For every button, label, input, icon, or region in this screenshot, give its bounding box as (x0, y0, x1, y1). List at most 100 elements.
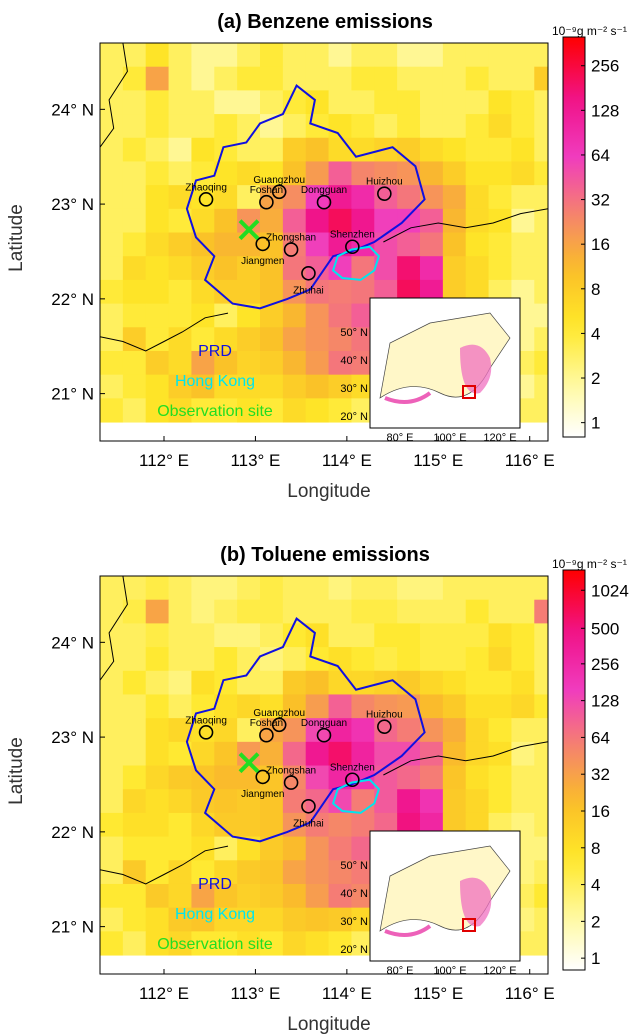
heatmap-cell (351, 860, 375, 885)
heatmap-cell (442, 694, 467, 719)
heatmap-cell (351, 327, 375, 352)
heatmap-cell (282, 137, 307, 162)
heatmap-cell (100, 907, 124, 932)
heatmap-cell (282, 303, 307, 328)
heatmap-cell (351, 836, 375, 861)
heatmap-cell (420, 185, 444, 210)
y-axis-label: Latitude (6, 204, 27, 272)
heatmap-cell (214, 350, 238, 376)
colorbar-tick-label: 1024 (591, 581, 629, 600)
x-tick-label: 115° E (413, 451, 463, 470)
city-label: Zhongshan (266, 766, 316, 777)
legend-entry: PRD (198, 343, 232, 360)
heatmap-cell (351, 931, 375, 956)
colorbar (562, 36, 586, 438)
heatmap-cell (168, 931, 192, 956)
heatmap-cell (282, 670, 307, 695)
heatmap-cell (168, 576, 192, 601)
heatmap-cell (145, 185, 170, 210)
heatmap-cell (214, 90, 238, 115)
inset-ytick: 20° N (340, 411, 368, 423)
heatmap-cell (100, 208, 124, 234)
heatmap-cell (511, 161, 535, 186)
heatmap-cell (191, 860, 215, 885)
city-marker (316, 727, 332, 743)
heatmap-cell (122, 670, 147, 695)
x-tick-label: 116° E (505, 984, 555, 1003)
heatmap-cell (397, 718, 421, 743)
heatmap-cell (282, 647, 307, 672)
city-label: Dongguan (301, 185, 347, 196)
heatmap-cell (168, 137, 192, 162)
heatmap-cell (351, 43, 375, 68)
heatmap-cell (122, 860, 147, 885)
heatmap-cell (420, 114, 444, 139)
heatmap-cell (534, 208, 548, 234)
heatmap-cell (465, 694, 490, 719)
heatmap-cell (260, 694, 284, 719)
heatmap-cell (191, 208, 215, 234)
city-marker (377, 719, 392, 734)
heatmap-cell (465, 623, 490, 648)
heatmap-cell (282, 256, 307, 281)
heatmap-cell (214, 623, 238, 648)
inset-hotspot (460, 344, 492, 394)
heatmap-cell (214, 161, 238, 186)
heatmap-cell (260, 256, 284, 281)
heatmap-cell (442, 741, 467, 767)
heatmap-cell (305, 789, 330, 814)
heatmap-cell (237, 66, 261, 91)
heatmap-cell (100, 718, 124, 743)
heatmap-cell (145, 208, 170, 234)
heatmap-cell (534, 66, 548, 91)
city-label: Zhaoqing (185, 715, 227, 726)
heatmap-cell (214, 883, 238, 909)
heatmap-cell (534, 256, 548, 281)
heatmap-cell (260, 599, 284, 624)
heatmap-cell (282, 883, 307, 909)
heatmap-cell (191, 43, 215, 68)
heatmap-cell (397, 114, 421, 139)
heatmap-cell (374, 647, 398, 672)
heatmap-cell (168, 789, 192, 814)
colorbar (562, 569, 586, 971)
heatmap-cell (534, 350, 548, 376)
heatmap-cell (260, 789, 284, 814)
heatmap-cell (168, 161, 192, 186)
heatmap-cell (534, 232, 548, 257)
heatmap-cell (328, 883, 352, 909)
heatmap-cell (237, 90, 261, 115)
heatmap-cell (168, 90, 192, 115)
heatmap-cell (122, 576, 147, 601)
legend-entry: Hong Kong (175, 906, 255, 923)
heatmap-cell (168, 647, 192, 672)
colorbar-tick-label: 256 (591, 655, 619, 674)
heatmap-cell (168, 860, 192, 885)
inset-hotspot (460, 877, 492, 927)
heatmap-cell (534, 161, 548, 186)
heatmap-cell (305, 137, 330, 162)
city-marker (301, 798, 316, 814)
colorbar-tick-label: 4 (591, 876, 600, 895)
heatmap-cell (328, 208, 352, 234)
heatmap-cell (534, 741, 548, 767)
heatmap-cell (168, 765, 192, 790)
heatmap-cell (282, 623, 307, 648)
heatmap-cell (237, 161, 261, 186)
heatmap-cell (488, 576, 512, 601)
heatmap-cell (511, 599, 535, 624)
heatmap-cell (305, 66, 330, 91)
heatmap-cell (511, 256, 535, 281)
heatmap-cell (168, 114, 192, 139)
heatmap-cell (397, 670, 421, 695)
city-marker (259, 194, 274, 210)
heatmap-cell (534, 931, 548, 956)
city-label: Jiangmen (241, 256, 284, 267)
heatmap-cell (305, 327, 330, 352)
heatmap-cell (214, 208, 238, 234)
heatmap-cell (237, 860, 261, 885)
heatmap-cell (420, 66, 444, 91)
heatmap-cell (100, 279, 124, 305)
heatmap-cell (168, 883, 192, 909)
